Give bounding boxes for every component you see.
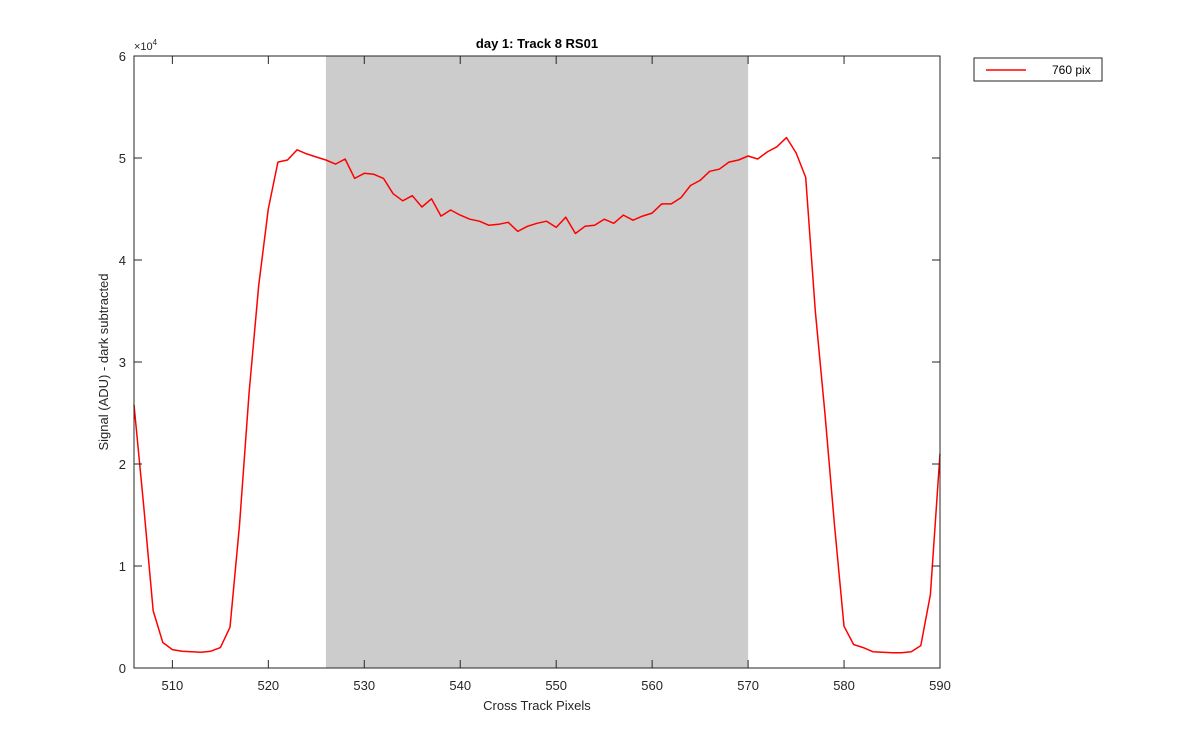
y-tick-label: 2: [119, 457, 126, 472]
y-tick-label: 6: [119, 49, 126, 64]
x-axis-label: Cross Track Pixels: [483, 698, 591, 713]
legend-label: 760 pix: [1052, 63, 1091, 77]
x-tick-label: 590: [929, 678, 951, 693]
x-tick-label: 540: [449, 678, 471, 693]
series-line: [133, 136, 941, 654]
y-exponent-power: 4: [153, 38, 158, 47]
legend: 760 pix: [973, 57, 1103, 82]
y-tick-label: 4: [119, 253, 126, 268]
ticks-layer: 510 520 530 540 550 560 570 580 590 0 1 2 3 4 5 6: [119, 49, 951, 693]
y-exponent-base: ×10: [134, 41, 153, 53]
y-tick-label: 5: [119, 151, 126, 166]
y-tick-label: 1: [119, 559, 126, 574]
shaded-region: [325, 56, 749, 668]
x-tick-label: 510: [162, 678, 184, 693]
y-exponent-label: ×104: [134, 38, 158, 53]
x-tick-label: 530: [353, 678, 375, 693]
x-tick-label: 570: [737, 678, 759, 693]
legend-box: [973, 57, 1103, 82]
y-axis-label: Signal (ADU) - dark subtracted: [96, 273, 111, 450]
x-tick-label: 560: [641, 678, 663, 693]
y-tick-label: 3: [119, 355, 126, 370]
x-tick-label: 580: [833, 678, 855, 693]
axes-box: [133, 55, 941, 669]
series-layer: [133, 136, 941, 654]
x-tick-label: 520: [257, 678, 279, 693]
chart-title: day 1: Track 8 RS01: [476, 36, 598, 51]
y-tick-label: 0: [119, 661, 126, 676]
x-tick-label: 550: [545, 678, 567, 693]
